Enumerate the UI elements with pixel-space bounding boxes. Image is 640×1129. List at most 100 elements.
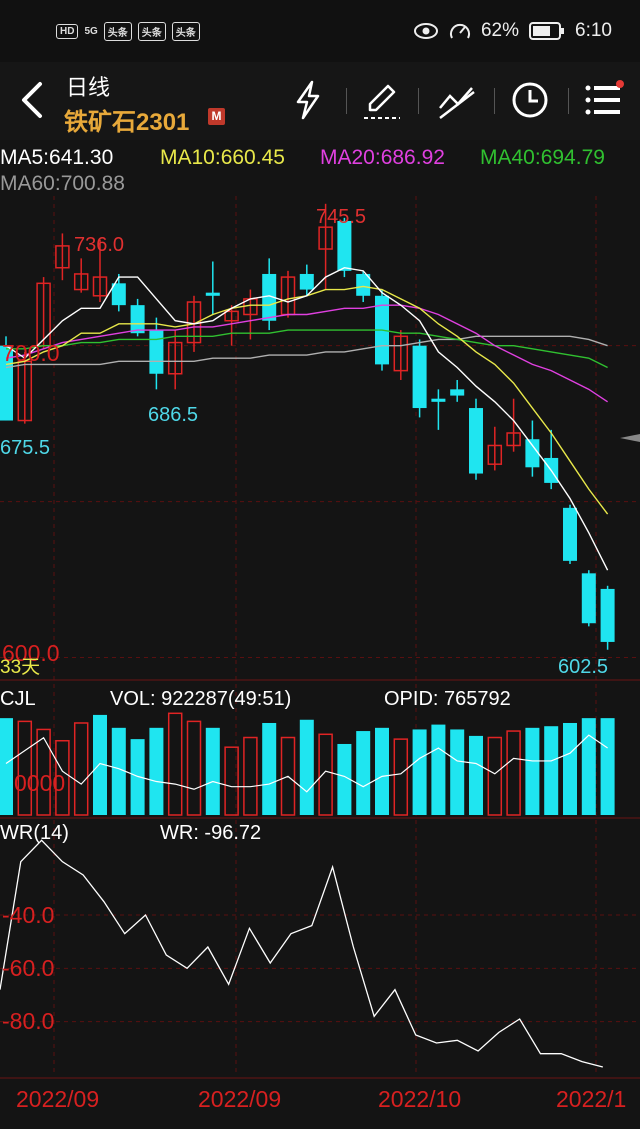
candle-body-down — [450, 389, 465, 396]
volume-bar-down — [600, 718, 615, 815]
candle-body-down — [600, 588, 615, 642]
candle-body-down — [299, 273, 314, 290]
last-price-marker — [620, 434, 640, 442]
eye-icon — [413, 23, 438, 39]
wr-label: WR(14) — [0, 822, 69, 844]
speed-icon — [450, 23, 470, 39]
price-axis-label-600: 600.0 — [2, 640, 60, 666]
volume-bar-up — [506, 730, 521, 816]
candle-body-up — [224, 310, 239, 322]
opid-line — [5, 734, 608, 793]
vol-value: VOL: 922287(49:51) — [110, 688, 292, 710]
ma5-line — [5, 266, 609, 571]
volume-bar-down — [412, 729, 427, 815]
volume-bar-down — [93, 714, 107, 815]
ma10-label: MA10:660.45 — [160, 146, 285, 169]
volume-bar-up — [36, 728, 51, 816]
candle-body-up — [73, 273, 89, 291]
volume-bar-up — [280, 736, 296, 816]
clock-time: 6:10 — [575, 20, 612, 41]
ma40-line — [6, 329, 608, 369]
volume-bar-down — [581, 718, 596, 815]
candle-body-down — [431, 398, 446, 402]
clock-icon[interactable] — [508, 78, 552, 122]
volume-bar-down — [544, 726, 559, 815]
ma60-line — [5, 335, 608, 369]
volume-bar-down — [431, 724, 446, 815]
volume-bar-down — [299, 719, 314, 815]
app-header: 日线 铁矿石2301 M — [0, 62, 640, 140]
price-axis-label-700: 700.0 — [2, 340, 60, 366]
volume-bar-up — [17, 720, 33, 816]
back-arrow-icon[interactable] — [14, 80, 54, 120]
candle-body-up — [393, 335, 409, 372]
annotation-low-686: 686.5 — [148, 404, 199, 426]
days-count-label: 33天 — [0, 657, 41, 678]
candle-body-down — [130, 305, 145, 334]
candle-body-down — [469, 408, 483, 474]
volume-bar-down — [111, 727, 126, 815]
candle-body-down — [111, 283, 126, 306]
candle-body-up — [167, 341, 183, 375]
menu-list-icon[interactable] — [582, 78, 626, 122]
x-axis-label: 2022/09 — [16, 1086, 100, 1112]
ma20-label: MA20:686.92 — [320, 146, 445, 169]
kline-chart[interactable] — [0, 140, 640, 1129]
hd-badge: HD — [56, 24, 79, 39]
candle-body-down — [581, 573, 596, 624]
volume-bar-down — [205, 727, 220, 815]
volume-bar-up — [393, 738, 409, 816]
volume-bar-down — [337, 743, 352, 815]
volume-bar-down — [525, 727, 540, 815]
candle-body-up — [506, 432, 521, 447]
volume-bar-up — [318, 733, 333, 816]
candle-body-up — [55, 245, 70, 269]
volume-bar-down — [0, 718, 13, 815]
wr-value: WR: -96.72 — [160, 822, 262, 844]
volume-bar-down — [375, 727, 389, 815]
volume-bar-up — [73, 722, 89, 816]
volume-bar-down — [149, 727, 164, 815]
header-divider — [346, 88, 347, 114]
volume-bar-down — [563, 722, 577, 815]
candle-body-down — [337, 220, 352, 271]
x-axis-label: 2022/1 — [556, 1086, 627, 1112]
annotation-last-602: 602.5 — [558, 656, 609, 678]
wr-axis-label-80: -80.0 — [2, 1008, 55, 1034]
volume-bar-down — [262, 722, 277, 815]
battery-percent: 62% — [480, 20, 520, 41]
volume-bar-down — [356, 731, 371, 815]
annotation-high-745: 745.5 — [316, 206, 367, 228]
header-divider — [494, 88, 495, 114]
ma60-label: MA60:700.88 — [0, 172, 125, 195]
volume-bar-up — [167, 712, 183, 816]
period-label: 日线 — [66, 75, 111, 100]
status-right: 62% 6:10 — [413, 20, 612, 42]
ma5-label: MA5:641.30 — [0, 146, 114, 169]
x-axis-label: 2022/10 — [378, 1086, 462, 1112]
wr-axis-label-40: -40.0 — [2, 902, 55, 928]
chart-area[interactable]: MA5:641.30 MA10:660.45 MA20:686.92 MA40:… — [0, 140, 640, 1129]
candle-body-down — [525, 439, 540, 468]
symbol-title[interactable]: 铁矿石2301 — [64, 109, 190, 136]
annotation-high-736: 736.0 — [74, 234, 125, 256]
volume-bar-up — [224, 746, 239, 816]
trend-line-icon[interactable] — [434, 78, 478, 122]
volume-bar-down — [469, 735, 483, 815]
volume-axis-label: 0000 — [14, 770, 66, 796]
main-contract-badge: M — [208, 108, 225, 125]
candle-body-down — [205, 292, 220, 296]
wr-axis-label-60: -60.0 — [2, 955, 55, 981]
candle-body-down — [149, 330, 164, 374]
app-badge-2: 头条 — [137, 22, 166, 41]
candle-body-up — [318, 226, 333, 250]
ma40-label: MA40:694.79 — [480, 146, 605, 169]
wr-line — [0, 839, 603, 1068]
volume-bar-up — [487, 736, 503, 816]
volume-bar-up — [243, 736, 258, 816]
lightning-icon[interactable] — [286, 78, 330, 122]
draw-pen-icon[interactable] — [360, 78, 404, 122]
candle-body-up — [487, 444, 503, 465]
status-bar: HD 5G 头条 头条 头条 62% 6:10 — [0, 0, 640, 62]
annotation-low-675: 675.5 — [0, 437, 51, 459]
